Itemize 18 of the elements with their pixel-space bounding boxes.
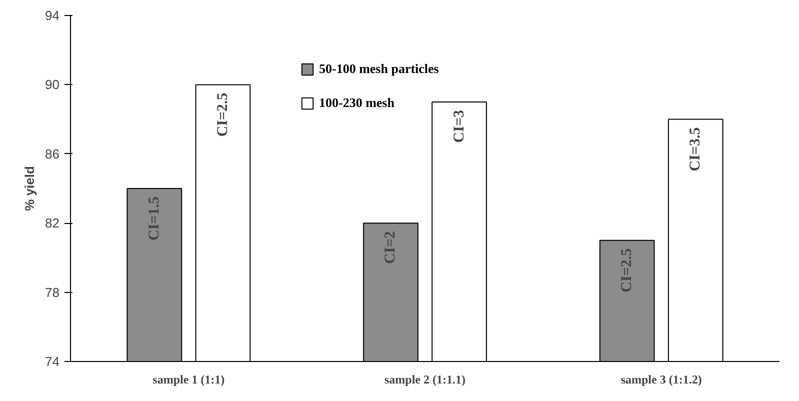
x-tick-label: sample 2 (1:1.1)	[384, 372, 466, 386]
x-tick-label: sample 3 (1:1.2)	[620, 372, 702, 386]
y-tick-label: 94	[45, 8, 60, 23]
y-tick-label: 86	[45, 146, 60, 162]
legend-label: 50-100 mesh particles	[319, 61, 439, 77]
legend-label: 100-230 mesh	[319, 95, 394, 111]
annotation: CI=2.5	[214, 92, 231, 137]
y-tick-label: 90	[45, 77, 60, 92]
x-tick-label: sample 1 (1:1)	[152, 372, 225, 386]
y-axis-title: % yield	[22, 166, 38, 211]
y-tick-label: 82	[45, 216, 60, 231]
annotation: CI=1.5	[146, 196, 162, 240]
annotation: CI=2.5	[619, 248, 636, 292]
annotation: CI=2	[382, 231, 399, 264]
annotation: CI=3.5	[688, 127, 704, 172]
annotation: CI=3	[451, 110, 468, 143]
y-tick-label: 78	[45, 284, 60, 300]
y-tick-label: 74	[45, 354, 60, 369]
